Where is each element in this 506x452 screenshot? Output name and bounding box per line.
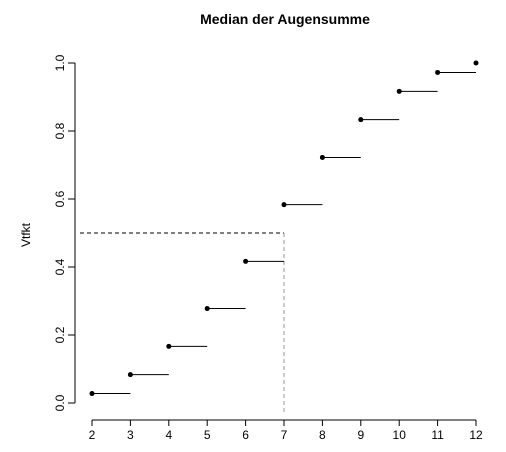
step-point (89, 391, 95, 397)
y-axis-label: Vtfkt (19, 222, 33, 247)
y-tick-label: 0.4 (53, 258, 67, 275)
step-point (473, 60, 479, 66)
x-tick-label: 4 (165, 428, 172, 442)
x-tick-label: 3 (127, 428, 134, 442)
x-tick-label: 11 (431, 428, 444, 442)
step-point (281, 202, 287, 208)
step-point (243, 258, 249, 264)
y-tick-label: 1.0 (53, 54, 67, 71)
step-segments (92, 71, 476, 395)
axes: 2 3 4 5 6 7 8 9 10 11 12 0.0 0.2 0.4 0.6 0.8 1.0 (53, 54, 483, 441)
step-point (396, 88, 402, 94)
x-tick-label: 9 (357, 428, 364, 442)
x-tick-label: 7 (281, 428, 288, 442)
x-tick-label: 10 (393, 428, 407, 442)
step-point (127, 372, 133, 378)
median-guides (80, 232, 285, 412)
x-tick-label: 2 (89, 428, 96, 442)
y-tick-label: 0.6 (53, 190, 67, 207)
x-tick-label: 6 (242, 428, 249, 442)
step-point (319, 154, 325, 160)
chart-title: Median der Augensumme (200, 11, 370, 27)
x-tick-label: 8 (319, 428, 326, 442)
step-point (166, 343, 172, 349)
x-tick-label: 5 (204, 428, 211, 442)
step-points (89, 60, 479, 397)
y-tick-label: 0.8 (53, 122, 67, 139)
x-tick-label: 12 (469, 428, 483, 442)
y-tick-label: 0.2 (53, 326, 67, 343)
step-point (358, 117, 364, 123)
y-tick-label: 0.0 (53, 394, 67, 411)
step-point (204, 306, 210, 312)
step-point (435, 69, 441, 75)
